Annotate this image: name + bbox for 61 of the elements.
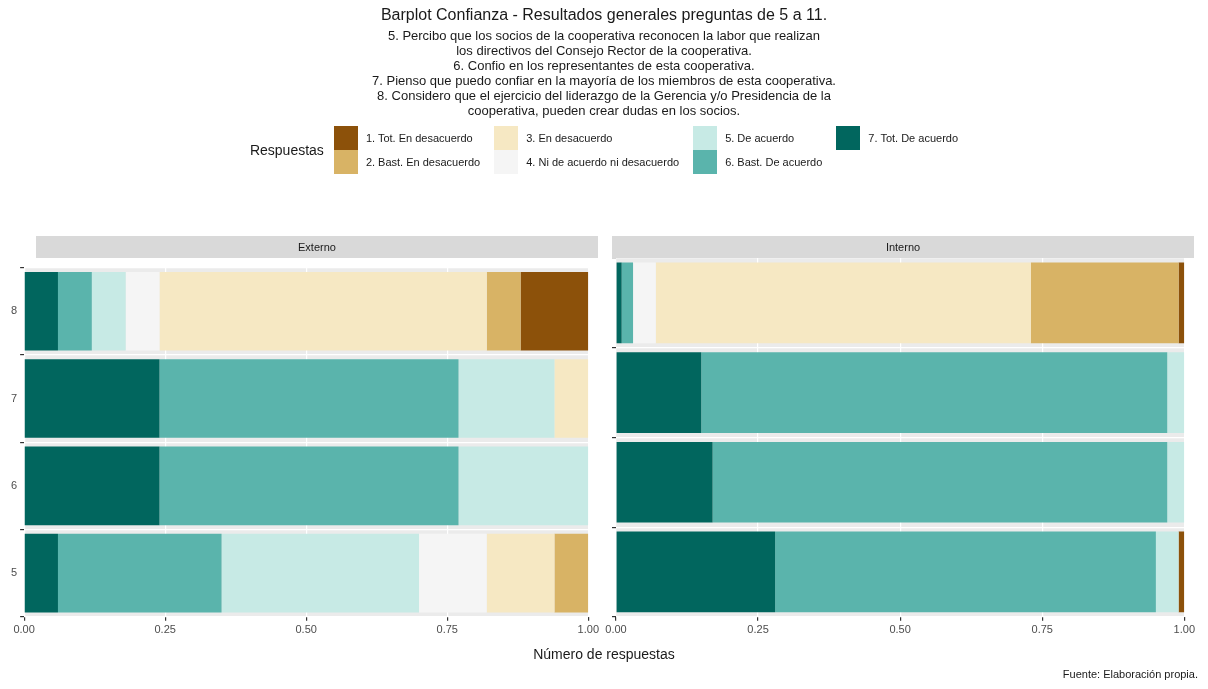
bar: [712, 441, 1168, 523]
x-tick-label: 0.25: [747, 623, 769, 636]
bar: [125, 271, 160, 351]
text: Interno: [612, 236, 1194, 258]
bar: [616, 262, 622, 344]
bar: [633, 262, 656, 344]
legend-label: 5. De acuerdo: [725, 132, 795, 144]
legend-label: 3. En desacuerdo: [526, 132, 613, 144]
bar: [24, 271, 58, 351]
bar: [159, 359, 459, 438]
x-tick-label: 0.25: [154, 623, 176, 636]
bar: [1155, 531, 1179, 613]
bar: [159, 271, 487, 351]
legend-label: 6. Bast. De acuerdo: [725, 156, 823, 168]
bar: [1030, 262, 1179, 344]
x-tick-label: 0.00: [605, 623, 627, 636]
bar: [701, 352, 1168, 433]
chart-title: Barplot Confianza - Resultados generales preguntas de 5 a 11.: [379, 5, 829, 24]
bar: [57, 271, 92, 351]
bar: [57, 533, 222, 613]
bar: [621, 262, 634, 344]
bar: [221, 533, 420, 613]
chart-subtitle: 5. Percibo que los socios de la cooperativa reconocen la labor que realizan los directivos del Consejo Rector de la cooperativa. 6. Confio en los representantes de esta cooperativa. 7. Pienso que puedo confiar en la mayoría de los miembros de esta cooperativa. 8. Considero que el ejercicio del liderazgo de la Gerencia y/o Presidencia de la cooperativa, pueden crear dudas en los socios.: [371, 28, 837, 118]
x-tick-label: 1.00: [1173, 623, 1196, 636]
x-tick-label: 1.00: [577, 623, 600, 636]
y-tick-label: 5: [10, 566, 18, 579]
bar: [616, 441, 713, 523]
legend-label: 1. Tot. En desacuerdo: [365, 132, 473, 144]
bar: [458, 359, 555, 438]
bar: [91, 271, 126, 351]
bar: [486, 533, 555, 613]
legend-title: Respuestas: [249, 142, 324, 158]
bar: [775, 531, 1156, 613]
bar: [520, 271, 589, 351]
bar: [616, 531, 776, 613]
y-tick-label: 6: [10, 478, 18, 491]
x-tick-label: 0.50: [295, 623, 317, 636]
bar: [554, 359, 589, 438]
x-tick-label: 0.75: [1031, 623, 1053, 636]
x-tick-label: 0.50: [889, 623, 911, 636]
text: Externo: [36, 236, 598, 258]
source-note: Fuente: Elaboración propia.: [1062, 668, 1198, 680]
bar: [486, 271, 521, 351]
legend-label: 2. Bast. En desacuerdo: [365, 156, 481, 168]
bar: [159, 446, 459, 526]
bar: [458, 446, 589, 526]
y-tick-label: 7: [10, 391, 18, 404]
bar: [24, 446, 160, 526]
bar: [554, 533, 589, 613]
y-tick-label: 8: [10, 304, 18, 317]
bar: [24, 533, 58, 613]
x-tick-label: 0.00: [13, 623, 35, 636]
bar: [24, 359, 160, 438]
legend-label: 4. Ni de acuerdo ni desacuerdo: [526, 156, 680, 168]
bar: [1167, 441, 1185, 523]
bar: [1167, 352, 1185, 433]
legend-label: 7. Tot. De acuerdo: [868, 132, 959, 144]
bar: [655, 262, 1031, 344]
x-tick-label: 0.75: [436, 623, 458, 636]
bar: [616, 352, 702, 433]
x-axis-title: Número de respuestas: [532, 646, 676, 662]
